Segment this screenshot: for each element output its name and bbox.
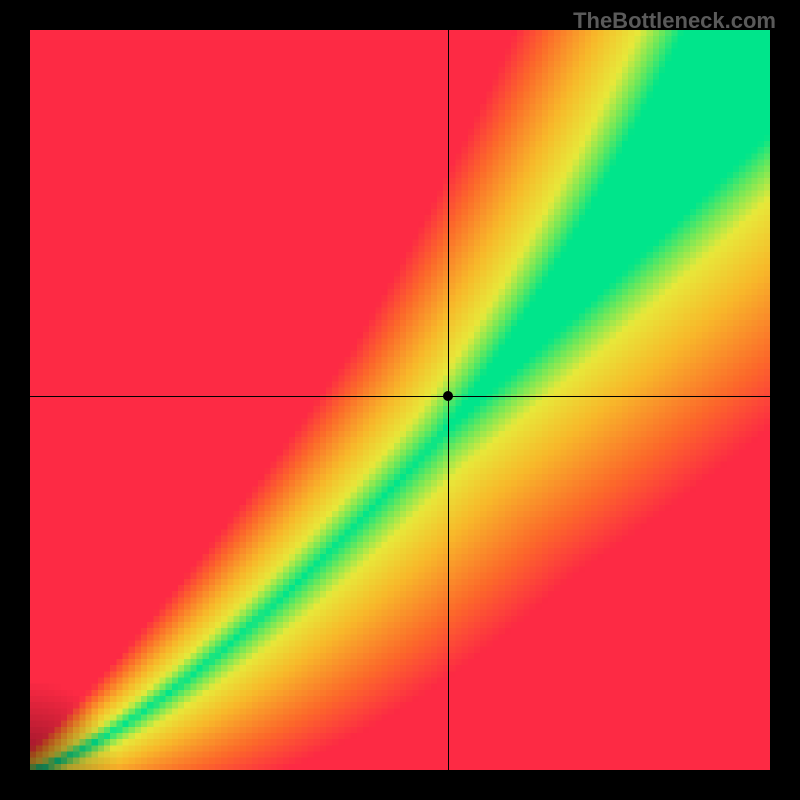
crosshair-horizontal [30,396,770,397]
heatmap-plot [30,30,770,770]
heatmap-canvas [30,30,770,770]
watermark-text: TheBottleneck.com [573,8,776,34]
crosshair-marker [443,391,453,401]
